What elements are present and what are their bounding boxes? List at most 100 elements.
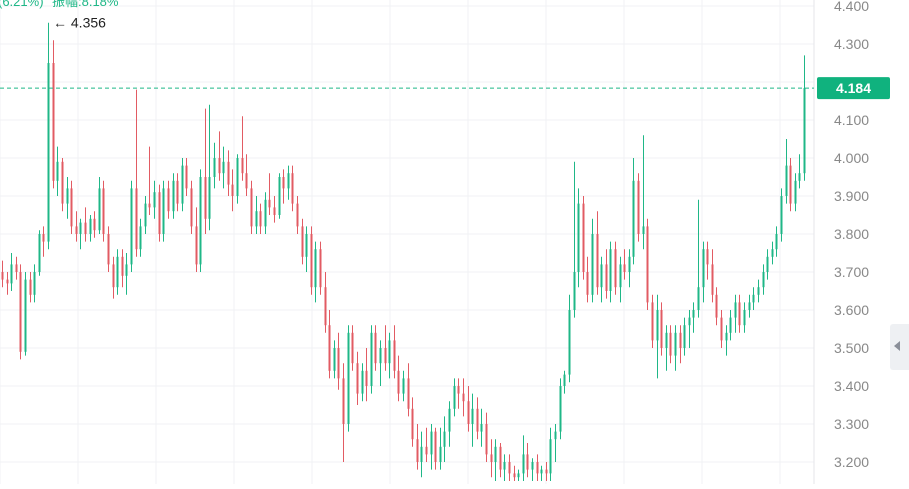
candle xyxy=(213,142,216,189)
candle xyxy=(711,249,714,303)
candle xyxy=(388,332,391,379)
candle xyxy=(245,154,248,196)
candle-body xyxy=(748,302,751,310)
candle xyxy=(370,325,373,394)
candle xyxy=(517,469,520,481)
header-stats: (6.21%) 振幅:8.18% xyxy=(0,0,119,9)
candle-body xyxy=(33,272,36,295)
current-price-label: 4.184 xyxy=(817,77,890,100)
candle xyxy=(172,173,175,219)
candle-body xyxy=(407,378,410,409)
candle-body xyxy=(52,63,55,181)
candle xyxy=(720,310,723,348)
candle xyxy=(259,203,262,234)
candle xyxy=(766,249,769,280)
current-price-label-text: 4.184 xyxy=(836,80,871,96)
candle-body xyxy=(278,177,281,215)
candle xyxy=(324,272,327,333)
candle xyxy=(222,146,225,189)
candle xyxy=(162,180,165,242)
candle-body xyxy=(503,462,506,470)
candle-body xyxy=(199,177,202,265)
candle xyxy=(734,294,737,333)
y-axis: 4.4004.3004.2004.1004.0003.9003.8003.700… xyxy=(834,0,869,470)
candle xyxy=(582,196,585,280)
candle-body xyxy=(632,180,635,257)
candle-body xyxy=(98,188,101,231)
candle-body xyxy=(333,348,336,371)
candle-body xyxy=(6,279,9,284)
candle xyxy=(591,218,594,303)
candle-body xyxy=(430,431,433,455)
candle-body xyxy=(172,180,175,212)
candle xyxy=(52,40,55,189)
candle-body xyxy=(61,161,64,204)
candle xyxy=(305,226,308,272)
candle-body xyxy=(162,188,165,234)
candle-body xyxy=(485,424,488,455)
candle xyxy=(195,207,198,272)
candle xyxy=(467,386,470,432)
candle-body xyxy=(775,234,778,250)
candle-body xyxy=(89,218,92,234)
candle-body xyxy=(241,158,244,174)
candle xyxy=(287,165,290,200)
candle-body xyxy=(766,256,769,272)
candle-body xyxy=(743,310,746,326)
candle-body xyxy=(674,332,677,356)
candle xyxy=(748,294,751,318)
candle xyxy=(112,256,115,299)
candle xyxy=(683,317,686,356)
candle xyxy=(688,310,691,348)
candle-body xyxy=(651,302,654,341)
y-tick-label: 3.400 xyxy=(834,378,869,394)
candle-body xyxy=(66,188,69,204)
candle-body xyxy=(190,188,193,227)
candle-body xyxy=(563,374,566,386)
candle xyxy=(107,226,110,272)
candle-body xyxy=(411,408,414,440)
candle-body xyxy=(720,317,723,341)
candle xyxy=(121,249,124,288)
candle xyxy=(144,196,147,234)
candle-body xyxy=(29,279,32,295)
candle-body xyxy=(319,249,322,288)
candle xyxy=(116,249,119,295)
candle-body xyxy=(688,317,691,326)
candle xyxy=(411,397,414,447)
candle-body xyxy=(669,332,672,356)
candle xyxy=(605,249,608,299)
candle xyxy=(66,177,69,219)
candle-body xyxy=(365,370,368,386)
candle-body xyxy=(296,203,299,227)
candle-body xyxy=(10,264,13,284)
candle-body xyxy=(480,424,483,432)
candle xyxy=(29,272,32,303)
candle-body xyxy=(619,264,622,288)
y-tick-label: 3.800 xyxy=(834,226,869,242)
candle-body xyxy=(56,161,59,181)
candle xyxy=(102,180,105,242)
candle xyxy=(771,241,774,265)
candle-body xyxy=(665,332,668,348)
candle-body xyxy=(24,279,27,352)
candle-body xyxy=(181,165,184,204)
candle xyxy=(93,211,96,238)
candle-body xyxy=(646,226,649,303)
candle-body xyxy=(596,234,599,288)
candle xyxy=(596,211,599,295)
candle-body xyxy=(19,272,22,352)
candle-body xyxy=(139,226,142,250)
candle xyxy=(679,325,682,364)
candle xyxy=(563,370,566,394)
candle xyxy=(439,427,442,470)
candle-body xyxy=(549,439,552,474)
candle-body xyxy=(508,462,511,474)
side-panel-toggle[interactable] xyxy=(890,324,909,370)
candle xyxy=(296,196,299,234)
candle-body xyxy=(623,264,626,272)
grid-lines xyxy=(0,0,814,484)
candle-body xyxy=(683,325,686,348)
